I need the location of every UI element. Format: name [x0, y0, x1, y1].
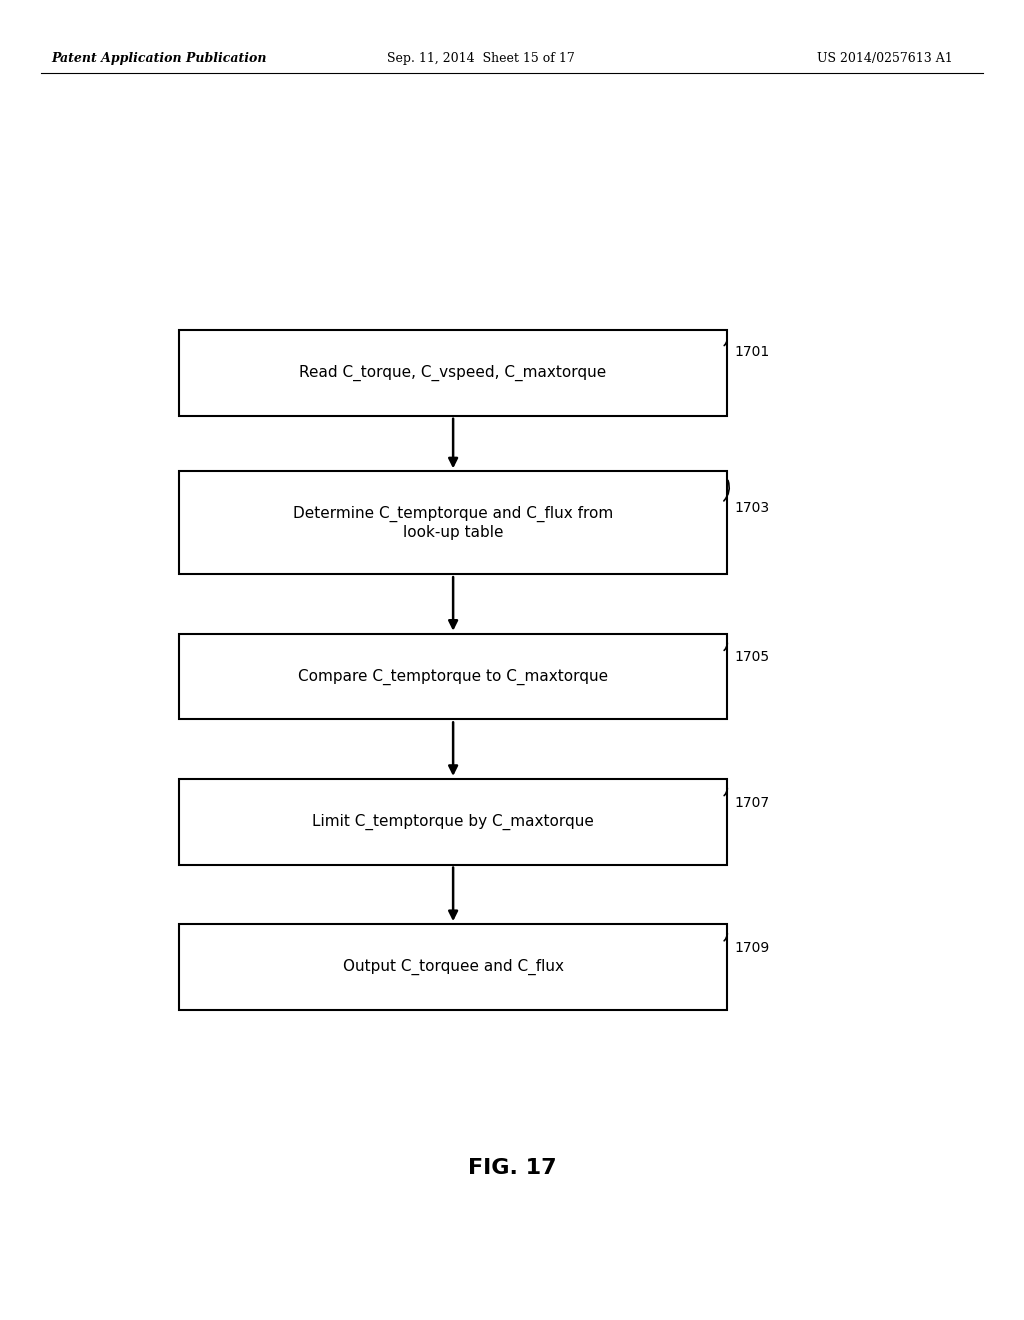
Bar: [179, 330, 727, 416]
Text: Read C_torque, C_vspeed, C_maxtorque: Read C_torque, C_vspeed, C_maxtorque: [299, 364, 607, 381]
Bar: [179, 634, 727, 719]
Text: 1701: 1701: [734, 346, 769, 359]
Text: US 2014/0257613 A1: US 2014/0257613 A1: [816, 51, 952, 65]
Text: Sep. 11, 2014  Sheet 15 of 17: Sep. 11, 2014 Sheet 15 of 17: [387, 51, 575, 65]
Bar: [179, 471, 727, 574]
Text: 1703: 1703: [734, 502, 769, 515]
Bar: [179, 924, 727, 1010]
Bar: [179, 779, 727, 865]
Text: Patent Application Publication: Patent Application Publication: [51, 51, 266, 65]
Text: Output C_torquee and C_flux: Output C_torquee and C_flux: [343, 958, 563, 975]
Text: Limit C_temptorque by C_maxtorque: Limit C_temptorque by C_maxtorque: [312, 813, 594, 830]
Text: 1705: 1705: [734, 651, 769, 664]
Text: Compare C_temptorque to C_maxtorque: Compare C_temptorque to C_maxtorque: [298, 668, 608, 685]
Text: Determine C_temptorque and C_flux from
look-up table: Determine C_temptorque and C_flux from l…: [293, 506, 613, 540]
Text: 1709: 1709: [734, 941, 769, 954]
Text: 1707: 1707: [734, 796, 769, 809]
Text: FIG. 17: FIG. 17: [468, 1158, 556, 1179]
